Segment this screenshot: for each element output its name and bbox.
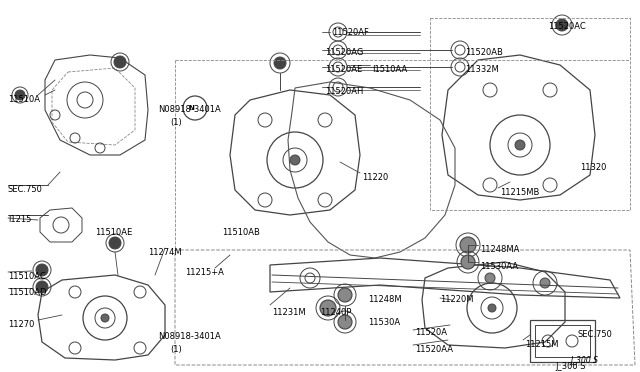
Circle shape (485, 273, 495, 283)
Text: 11215M: 11215M (525, 340, 559, 349)
Text: 11215MB: 11215MB (500, 188, 540, 197)
Circle shape (274, 57, 286, 69)
Circle shape (114, 56, 126, 68)
Text: N08918-3401A: N08918-3401A (158, 332, 221, 341)
Circle shape (36, 264, 48, 276)
Text: 11530A: 11530A (368, 318, 400, 327)
Text: 11520AF: 11520AF (332, 28, 369, 37)
Text: 11520AC: 11520AC (548, 22, 586, 31)
Circle shape (338, 288, 352, 302)
Text: 11274M: 11274M (148, 248, 182, 257)
Text: 11231M: 11231M (272, 308, 306, 317)
Circle shape (101, 314, 109, 322)
Text: SEC.750: SEC.750 (578, 330, 613, 339)
Circle shape (109, 237, 121, 249)
Circle shape (36, 281, 48, 293)
Text: I1510AA: I1510AA (372, 65, 407, 74)
Text: 11248MA: 11248MA (480, 245, 520, 254)
Text: 11220M: 11220M (440, 295, 474, 304)
Circle shape (556, 19, 568, 31)
Text: 11510AC: 11510AC (8, 272, 45, 281)
Circle shape (338, 315, 352, 329)
Text: 11520AH: 11520AH (325, 87, 364, 96)
Text: 11332M: 11332M (465, 65, 499, 74)
Text: 11220: 11220 (362, 173, 388, 182)
Text: 11270: 11270 (8, 320, 35, 329)
Text: 11215+A: 11215+A (185, 268, 224, 277)
Text: N: N (188, 105, 194, 111)
Circle shape (290, 155, 300, 165)
Text: N08918-3401A: N08918-3401A (158, 105, 221, 114)
Text: 11520A: 11520A (415, 328, 447, 337)
Text: 11510AE: 11510AE (95, 228, 132, 237)
Text: (1): (1) (170, 118, 182, 127)
Text: 11248M: 11248M (368, 295, 402, 304)
Text: 11240P: 11240P (320, 308, 351, 317)
Text: (1): (1) (170, 345, 182, 354)
Text: 11320: 11320 (580, 163, 606, 172)
Text: SEC.750: SEC.750 (8, 185, 43, 194)
Text: 11510AB: 11510AB (222, 228, 260, 237)
Text: 11530AA: 11530AA (480, 262, 518, 271)
Circle shape (461, 255, 475, 269)
Text: l1215: l1215 (8, 215, 31, 224)
Text: 11520AB: 11520AB (465, 48, 503, 57)
Circle shape (15, 90, 25, 100)
Text: 11520AG: 11520AG (325, 48, 364, 57)
Circle shape (320, 300, 336, 316)
Circle shape (460, 237, 476, 253)
Bar (535, 325, 590, 357)
Circle shape (540, 278, 550, 288)
Text: 11510AD: 11510AD (8, 288, 47, 297)
Circle shape (488, 304, 496, 312)
Text: J_300 S: J_300 S (570, 356, 598, 365)
Circle shape (515, 140, 525, 150)
Bar (530, 320, 595, 362)
Text: 11520AE: 11520AE (325, 65, 362, 74)
Text: J_300 S: J_300 S (555, 362, 586, 371)
Text: 11510A: 11510A (8, 95, 40, 104)
Text: 11520AA: 11520AA (415, 345, 453, 354)
